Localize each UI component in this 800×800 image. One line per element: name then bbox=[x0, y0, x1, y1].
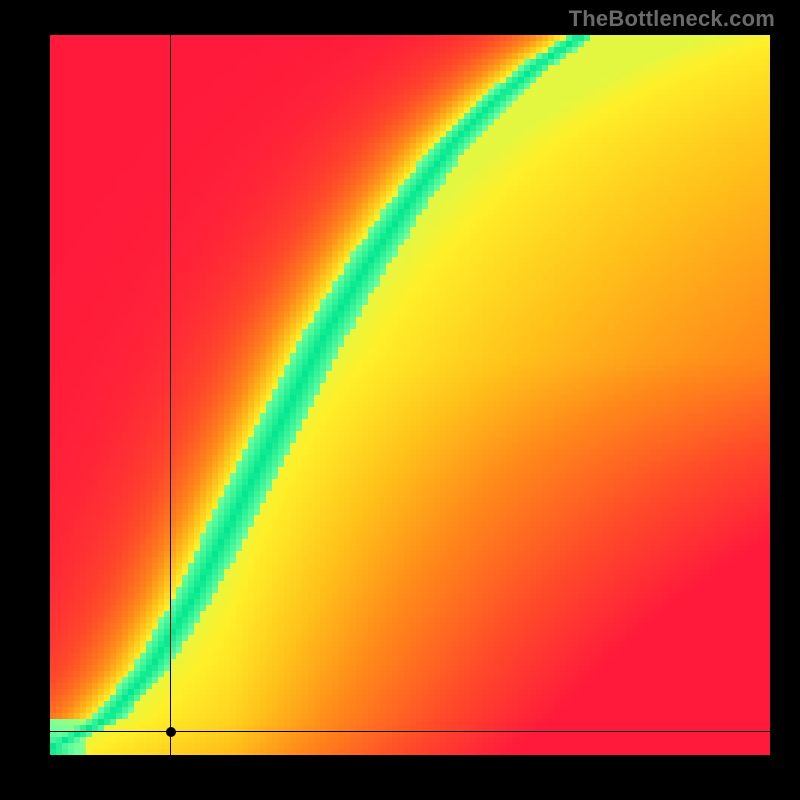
crosshair-horizontal bbox=[50, 731, 770, 732]
crosshair-vertical bbox=[170, 35, 171, 755]
watermark-label: TheBottleneck.com bbox=[569, 6, 775, 32]
heatmap-canvas bbox=[50, 35, 770, 755]
figure-root: TheBottleneck.com bbox=[0, 0, 800, 800]
crosshair-marker bbox=[166, 727, 176, 737]
